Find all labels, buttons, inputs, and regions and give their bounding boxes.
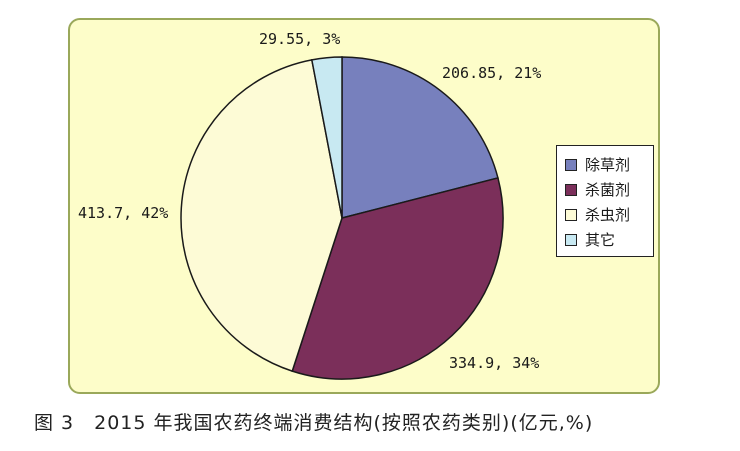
legend-item-insecticide: 杀虫剂: [565, 202, 653, 227]
data-label-other: 29.55, 3%: [259, 30, 341, 48]
legend-swatch-fungicide: [565, 183, 577, 196]
legend-label-herbicide: 除草剂: [585, 156, 631, 174]
pie-slice-other: [310, 56, 343, 219]
legend-label-fungicide: 杀菌剂: [585, 181, 631, 199]
pie-slice-herbicide: [341, 56, 499, 219]
legend-item-herbicide: 除草剂: [565, 152, 653, 177]
legend-label-insecticide: 杀虫剂: [585, 206, 631, 224]
legend-swatch-other: [565, 233, 577, 246]
legend-swatch-herbicide: [565, 158, 577, 171]
pie-slice-insecticide: [180, 58, 343, 373]
legend-item-fungicide: 杀菌剂: [565, 177, 653, 202]
legend-item-other: 其它: [565, 227, 653, 252]
figure-caption: 图 3 2015 年我国农药终端消费结构(按照农药类别)(亿元,%): [34, 412, 594, 434]
legend: 除草剂 杀菌剂 杀虫剂 其它: [556, 145, 654, 257]
legend-label-other: 其它: [585, 231, 616, 249]
legend-swatch-insecticide: [565, 208, 577, 221]
data-label-insecticide: 413.7, 42%: [78, 204, 169, 222]
pie-slice-fungicide: [291, 177, 504, 380]
data-label-fungicide: 334.9, 34%: [449, 354, 540, 372]
data-label-herbicide: 206.85, 21%: [442, 64, 542, 82]
